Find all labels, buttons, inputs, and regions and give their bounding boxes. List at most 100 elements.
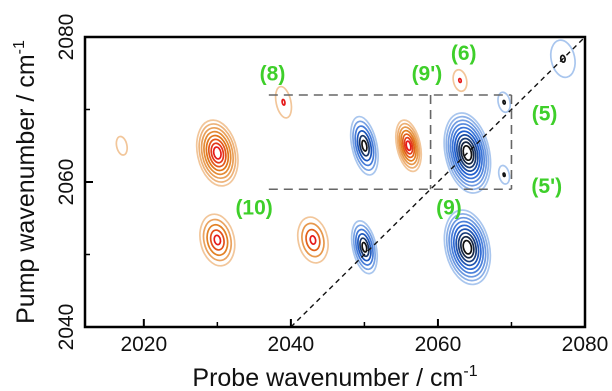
contour-line [448,216,487,278]
contour-line [445,115,490,191]
contour-line [455,228,480,267]
x-tick-label: 2080 [562,333,609,356]
contour-peak [497,164,511,185]
contour-line [457,77,463,84]
contour-line [462,144,473,162]
contour-line [309,235,317,245]
y-axis-title: Pump wavenumber / cm-1 [11,40,40,324]
contour-peak [199,213,236,267]
contour-line [460,235,475,259]
contour-line [357,233,372,262]
contour-line [451,126,483,180]
contour-line [458,137,477,169]
contour-line [497,91,512,114]
contour-line [199,213,236,267]
contour-line [210,142,225,164]
contour-line [462,239,473,255]
contour-peak [115,135,129,156]
contour-line [445,213,489,282]
contour-peaks [115,39,576,286]
contour-line [209,229,225,251]
x-tick-label: 2060 [415,333,462,356]
contour-line [305,228,321,252]
peak-label: (5) [532,102,558,125]
contour-line [202,218,233,262]
guide-lines [268,37,585,327]
contour-line [349,115,379,176]
contour-line [460,141,475,165]
contour-line [361,139,368,152]
contour-peak [497,91,512,114]
y-tick-label: 2060 [55,159,78,206]
contour-line [502,172,506,178]
contour-peak [350,220,379,275]
contour-line [301,222,325,258]
contour-peak [549,39,576,79]
contour-peak [195,119,239,187]
contour-line [443,112,492,194]
contour-line [457,232,478,263]
x-axis-title-superscript: -1 [463,363,477,380]
peak-label: (9) [436,197,462,220]
contour-line [212,146,222,160]
peak-label: (6) [451,42,477,65]
contour-line [296,216,329,264]
contour-line [359,237,370,258]
peak-label: (5') [531,175,562,198]
contour-line [200,126,234,180]
contour-line [361,241,368,253]
contour-peak [296,216,329,264]
contour-line [352,120,377,172]
contour-line [352,224,376,271]
contour-line [443,209,492,286]
x-axis-ticks: 2020 2040 2060 2080 [120,319,608,356]
y-tick-label: 2040 [55,304,78,351]
contour-peak [452,68,468,93]
contour-line [198,123,237,183]
contour-line [195,119,239,187]
contour-line [207,138,227,168]
contour-line [453,130,481,176]
y-axis-ticks: 2040 2060 2080 [55,14,93,351]
contour-line [205,134,230,172]
contour-line [452,68,468,93]
contour-line [401,133,416,159]
contour-line [356,130,373,162]
contour-line [354,125,375,167]
diagonal-line [290,37,585,327]
contour-line [350,220,379,275]
contour-line [398,126,419,166]
contour-line [502,99,507,105]
contour-line [274,85,293,119]
contour-line [206,223,229,257]
peak-label: (8) [260,63,286,86]
x-tick-label: 2040 [268,333,315,356]
peak-annotations: (8) (9') (6) (5) (5') (10) (9) [235,42,562,219]
contour-line [403,136,414,155]
contour-line [203,130,232,176]
contour-line [447,119,488,187]
contour-line [358,134,370,157]
contour-line [281,98,286,106]
contour-line [115,135,129,156]
contour-line [549,39,576,79]
peak-label: (9') [412,63,443,86]
y-tick-label: 2080 [55,14,78,61]
contour-line [396,122,421,169]
x-tick-label: 2020 [120,333,167,356]
contour-line [450,220,485,274]
contour-line [559,54,566,63]
y-axis-title-superscript: -1 [11,40,28,54]
contour-line [449,123,486,183]
contour-line [497,164,511,185]
x-axis-title: Probe wavenumber / cm-1 [192,363,477,391]
contour-line [455,134,479,172]
contour-line [394,119,423,173]
contour-peak [394,119,423,173]
contour-peak [274,85,293,119]
contour-peak [443,112,492,194]
contour-line [213,234,222,246]
contour-line [405,140,412,152]
contour-line [452,224,482,271]
